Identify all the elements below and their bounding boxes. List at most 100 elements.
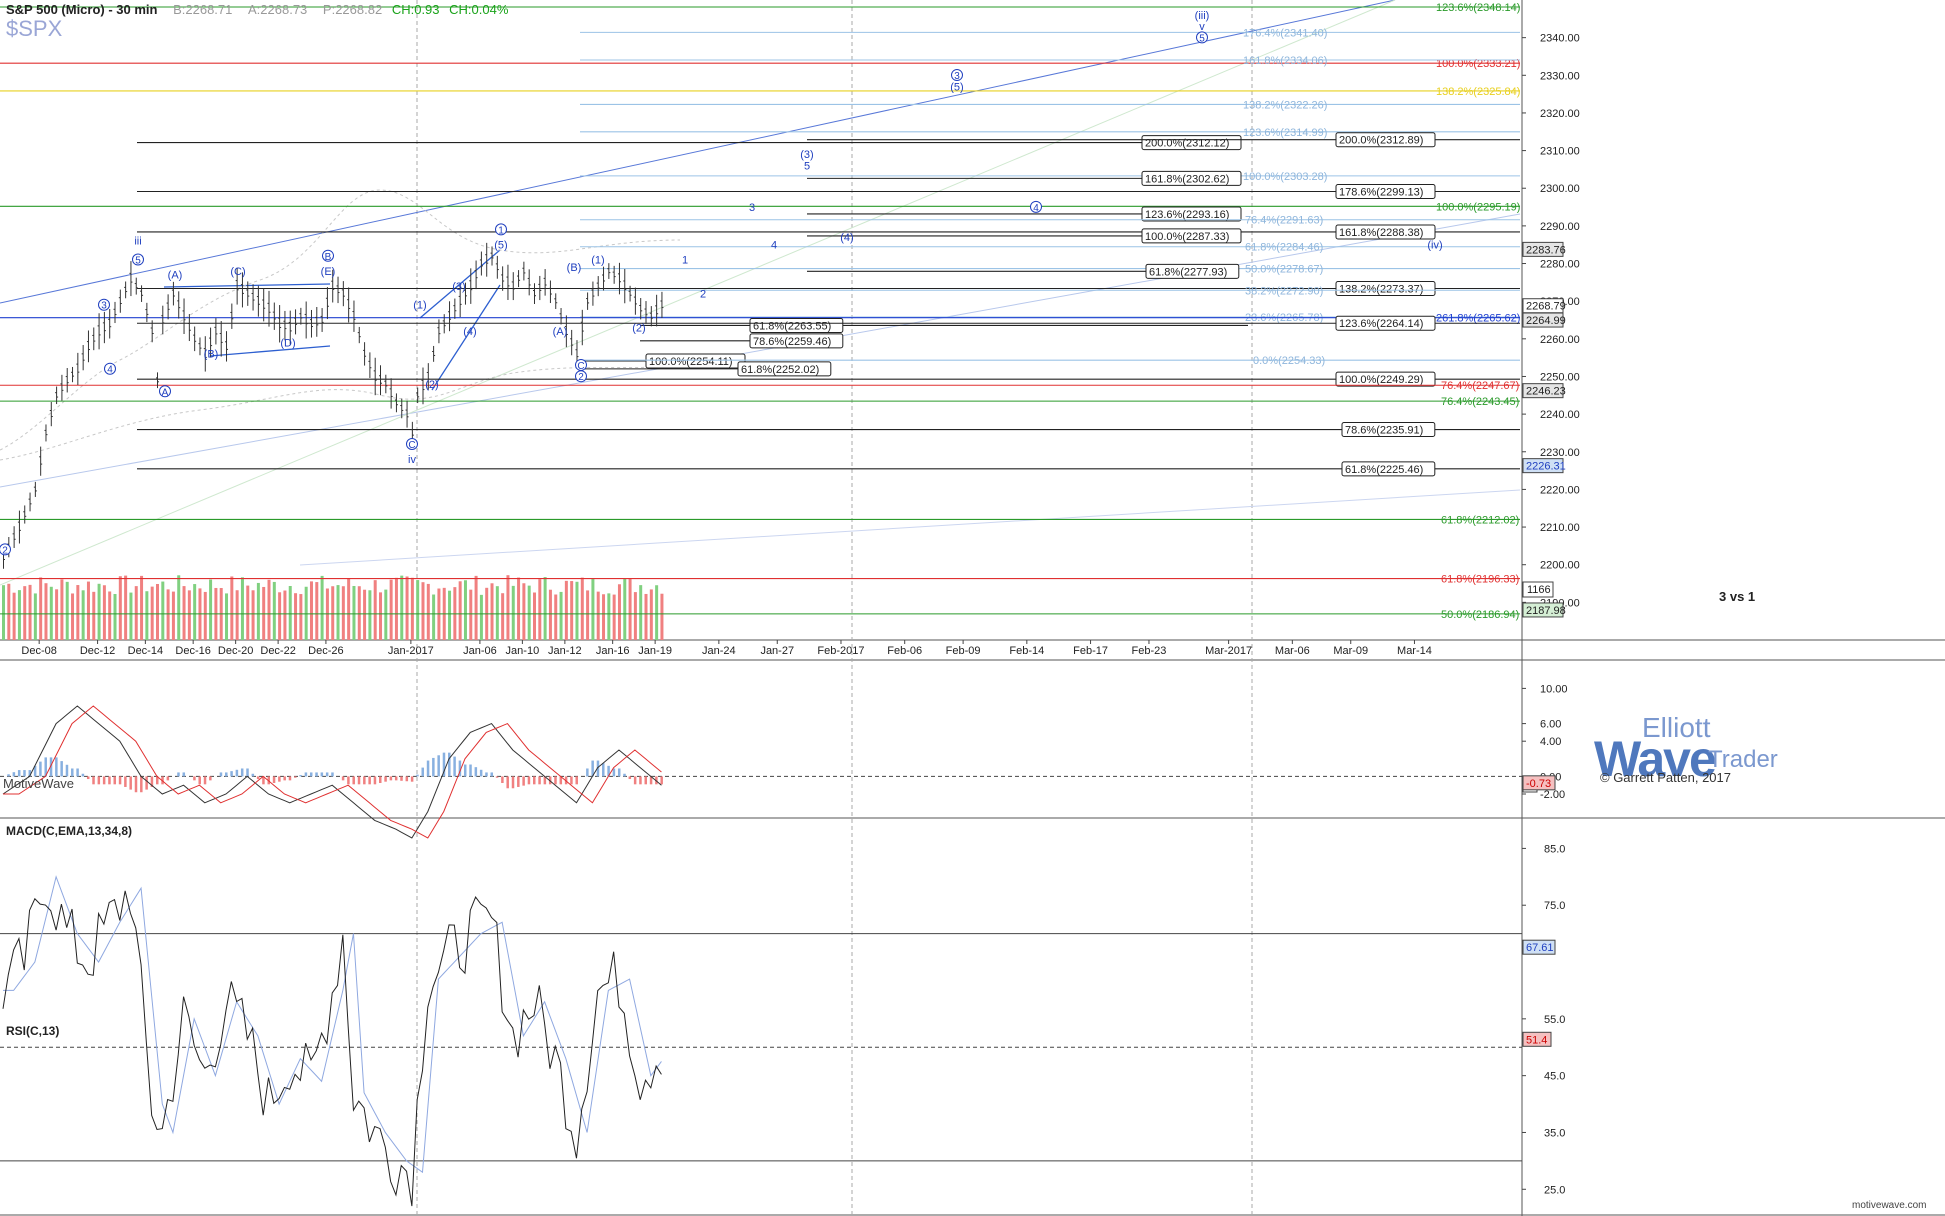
macd-histogram-bar — [612, 768, 616, 777]
macd-histogram-bar — [28, 770, 32, 777]
macd-histogram-bar — [225, 772, 228, 777]
volume-bar — [86, 581, 90, 640]
volume-bar — [506, 575, 510, 640]
fibonacci-levels: 123.6%(2348.14) 176.4%(2341.40) 100.0%(233… — [0, 2, 1520, 621]
macd-histogram-bar — [155, 776, 159, 785]
price-axis[interactable]: 2190.002200.002210.002220.002230.002240.… — [1522, 33, 1580, 618]
time-tick-label: Jan-06 — [463, 645, 497, 657]
wave-circle — [322, 249, 334, 262]
volume-bar — [564, 580, 568, 640]
rsi-title: RSI(C,13) — [6, 1024, 60, 1038]
macd-histogram-bar — [198, 776, 201, 785]
macd-histogram-bar — [235, 769, 239, 777]
macd-histogram-bar — [347, 776, 350, 785]
macd-histogram-bar — [12, 772, 16, 777]
macd-histogram-bar — [203, 776, 207, 785]
volume-bar — [336, 585, 340, 640]
fib-label-box — [1141, 206, 1242, 222]
price-tick-label: 2290.00 — [1540, 221, 1580, 233]
wave-label: (A) — [553, 326, 568, 338]
macd-histogram-bar — [81, 773, 85, 777]
triangle-upper — [163, 283, 331, 288]
wave-circle — [1030, 200, 1042, 213]
volume-bar — [145, 591, 149, 640]
fib-label-box — [645, 353, 746, 369]
volume-bar — [591, 578, 595, 640]
macd-title: MACD(C,EMA,13,34,8) — [6, 824, 133, 838]
motivewave-label: MotiveWave — [3, 776, 75, 791]
time-tick-label: Mar-06 — [1275, 645, 1310, 657]
rsi-panel[interactable]: 85.0 75.0 55.0 45.0 35.0 25.0 67.61 51.4 — [0, 843, 1565, 1207]
rsi-line — [2, 890, 662, 1207]
volume-bar — [203, 591, 207, 640]
macd-histogram-bar — [368, 776, 371, 785]
macd-histogram-bar — [602, 763, 605, 777]
triangle-lower — [209, 345, 331, 357]
volume-bar — [71, 593, 75, 640]
volume-bar — [432, 594, 436, 640]
wave-circle — [951, 69, 963, 82]
volume-bar — [230, 576, 234, 640]
macd-histogram-bar — [320, 772, 324, 777]
wave-label: iv — [408, 454, 416, 466]
volume-bar — [379, 592, 383, 640]
wave-label: iii — [134, 236, 141, 248]
time-tick-label: Jan-10 — [506, 645, 540, 657]
macd-current-label: -0.73 — [1526, 778, 1551, 790]
volume-bar — [533, 592, 536, 640]
price-series — [2, 242, 664, 569]
macd-histogram-bar — [639, 776, 642, 785]
macd-histogram-bar — [543, 776, 547, 785]
macd-histogram-bar — [596, 760, 600, 777]
volume-bar — [548, 589, 552, 640]
wave-label: (3) — [800, 149, 813, 161]
macd-signal-line — [3, 705, 662, 839]
wave-label: (C) — [230, 266, 245, 278]
price-marker-box — [1522, 458, 1564, 474]
price-tick-label: 2330.00 — [1540, 70, 1580, 82]
macd-histogram-bar — [432, 757, 435, 777]
time-axis[interactable]: Dec-08 Dec-12 Dec-14 Dec-16 Dec-20 Dec-22 Dec-… — [21, 640, 1432, 657]
volume-bar — [225, 593, 229, 640]
volume-bar — [538, 579, 542, 640]
macd-histogram-bar — [283, 776, 286, 781]
volume-bar — [7, 583, 11, 640]
price-tick-label: 2250.00 — [1540, 371, 1580, 383]
fib-label-box — [1335, 280, 1436, 296]
channel-line-upper — [0, 0, 1396, 304]
time-tick-label: Jan-27 — [760, 645, 794, 657]
macd-histogram-bar — [299, 775, 302, 777]
wave-circle — [1196, 31, 1208, 44]
volume-bar — [161, 581, 165, 640]
watermark-trader: Trader — [1708, 746, 1778, 773]
price-marker-label: 2283.76 — [1526, 244, 1566, 256]
wave-label: (E) — [321, 266, 336, 278]
volume-bar — [65, 581, 69, 640]
macd-histogram-bar — [410, 776, 414, 782]
volume-bar — [272, 581, 276, 640]
macd-histogram-bar — [92, 776, 95, 785]
fib-label: 61.8%(2225.46) — [1345, 464, 1423, 476]
volume-bar — [171, 591, 175, 640]
wave-label: B — [325, 252, 332, 263]
volume-bar — [458, 581, 462, 640]
time-tick-label: Mar-2017 — [1205, 645, 1252, 657]
wave-label: 3 — [954, 71, 960, 82]
volume-bar — [639, 585, 643, 640]
wave-label: (1) — [413, 300, 426, 312]
volume-bar — [44, 583, 48, 640]
wave-label: (5) — [494, 239, 507, 251]
volume-bar — [602, 594, 606, 640]
volume-bar — [495, 586, 499, 640]
volume-bar — [612, 594, 616, 640]
time-tick-label: Dec-16 — [175, 645, 210, 657]
macd-histogram-bar — [490, 772, 494, 777]
volume-bar — [543, 577, 547, 640]
fib-label-box — [737, 361, 832, 377]
volume-bar — [240, 577, 244, 640]
macd-panel[interactable]: 10.006.004.000.00-2.00-0.73 — [0, 683, 1568, 839]
wave-label: 4 — [1033, 203, 1039, 214]
volume-bar — [363, 589, 367, 640]
rsi-signal-line — [3, 875, 662, 1174]
